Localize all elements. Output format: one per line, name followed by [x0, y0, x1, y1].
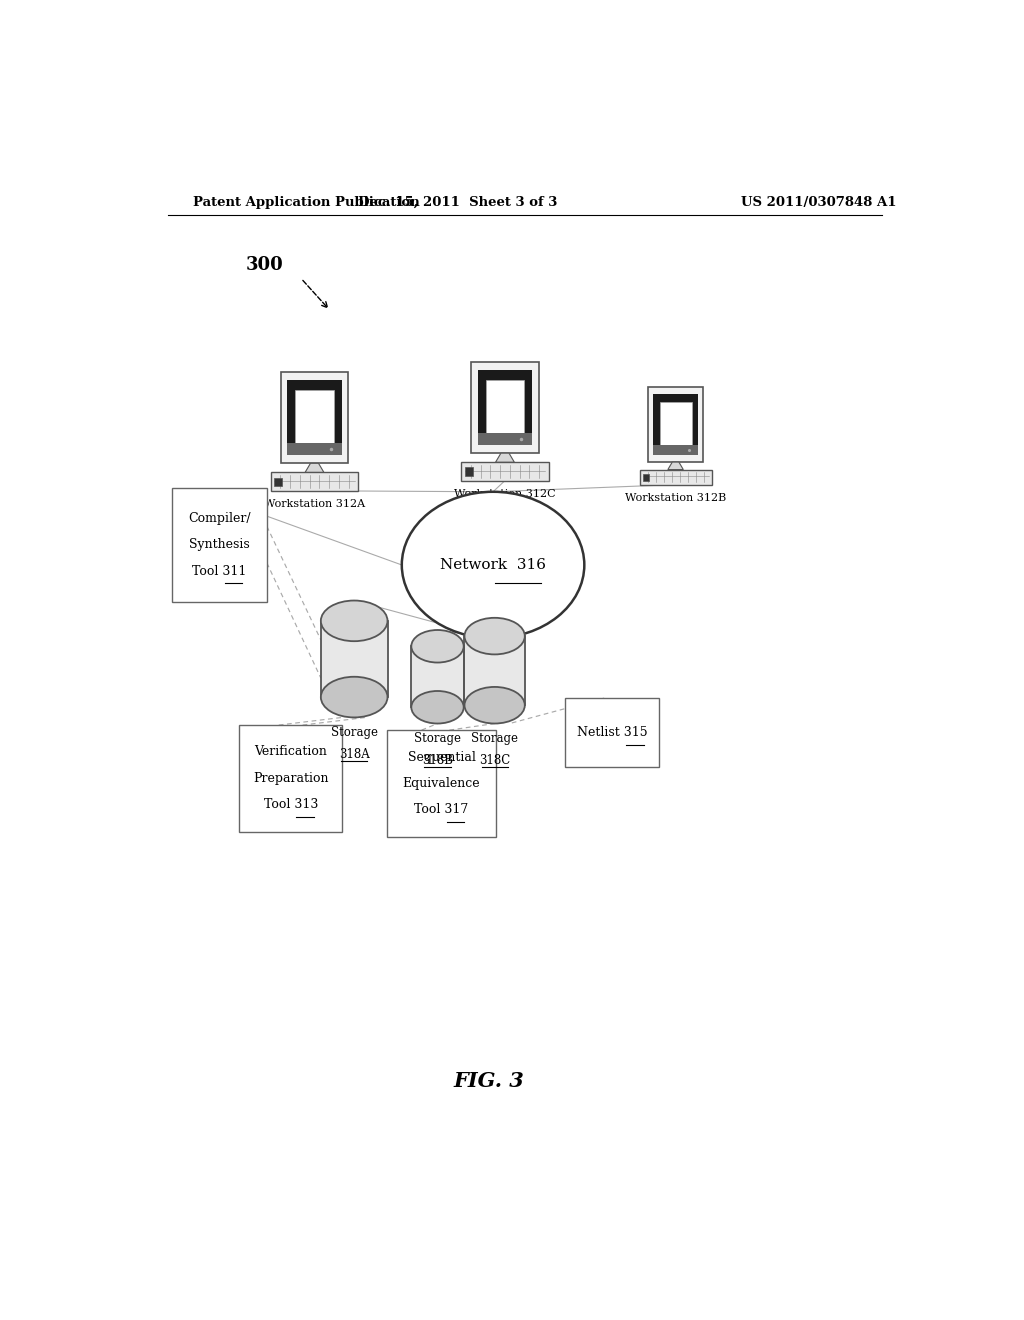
Text: 318A: 318A — [339, 748, 370, 760]
FancyBboxPatch shape — [287, 380, 342, 455]
Text: Verification: Verification — [254, 746, 327, 759]
FancyBboxPatch shape — [640, 470, 712, 484]
Text: Tool 313: Tool 313 — [263, 799, 317, 812]
FancyBboxPatch shape — [653, 393, 698, 455]
FancyBboxPatch shape — [281, 372, 348, 463]
Text: Storage: Storage — [414, 731, 461, 744]
FancyBboxPatch shape — [648, 387, 703, 462]
Ellipse shape — [401, 492, 585, 638]
FancyBboxPatch shape — [565, 698, 658, 767]
Text: Netlist 315: Netlist 315 — [577, 726, 647, 739]
FancyBboxPatch shape — [287, 444, 342, 455]
FancyBboxPatch shape — [239, 725, 342, 832]
Text: 300: 300 — [246, 256, 284, 275]
FancyBboxPatch shape — [471, 362, 539, 453]
Text: Tool 317: Tool 317 — [415, 804, 469, 816]
FancyBboxPatch shape — [274, 478, 282, 486]
Text: Synthesis: Synthesis — [188, 539, 250, 552]
Polygon shape — [321, 620, 387, 697]
FancyBboxPatch shape — [477, 433, 532, 445]
Ellipse shape — [412, 690, 464, 723]
Text: 318C: 318C — [479, 754, 510, 767]
Text: Compiler/: Compiler/ — [188, 512, 251, 525]
Text: FIG. 3: FIG. 3 — [454, 1072, 524, 1092]
Text: Storage: Storage — [331, 726, 378, 739]
Text: Sequential: Sequential — [408, 751, 475, 763]
FancyBboxPatch shape — [461, 462, 549, 480]
Polygon shape — [412, 647, 464, 708]
Text: Equivalence: Equivalence — [402, 777, 480, 789]
Ellipse shape — [321, 677, 387, 718]
Polygon shape — [668, 462, 683, 470]
FancyBboxPatch shape — [477, 370, 532, 445]
Text: Tool 311: Tool 311 — [193, 565, 247, 578]
Ellipse shape — [465, 618, 525, 655]
FancyBboxPatch shape — [653, 445, 698, 455]
Ellipse shape — [412, 630, 464, 663]
Text: 318B: 318B — [422, 754, 453, 767]
Ellipse shape — [465, 686, 525, 723]
Polygon shape — [496, 453, 514, 462]
Text: Network  316: Network 316 — [440, 558, 546, 572]
FancyBboxPatch shape — [387, 730, 497, 837]
FancyBboxPatch shape — [485, 380, 524, 434]
FancyBboxPatch shape — [642, 474, 649, 480]
Ellipse shape — [321, 601, 387, 642]
Text: Storage: Storage — [471, 731, 518, 744]
Polygon shape — [465, 636, 524, 705]
Text: Workstation 312A: Workstation 312A — [264, 499, 366, 510]
Text: Patent Application Publication: Patent Application Publication — [194, 195, 420, 209]
Text: US 2011/0307848 A1: US 2011/0307848 A1 — [740, 195, 896, 209]
Text: Workstation 312B: Workstation 312B — [625, 492, 726, 503]
FancyBboxPatch shape — [465, 467, 472, 475]
FancyBboxPatch shape — [270, 473, 358, 491]
Text: Preparation: Preparation — [253, 772, 329, 785]
Text: Workstation 312C: Workstation 312C — [455, 488, 556, 499]
Text: Dec. 15, 2011  Sheet 3 of 3: Dec. 15, 2011 Sheet 3 of 3 — [357, 195, 557, 209]
Polygon shape — [305, 463, 324, 473]
FancyBboxPatch shape — [659, 403, 691, 447]
FancyBboxPatch shape — [172, 487, 267, 602]
FancyBboxPatch shape — [295, 391, 334, 445]
